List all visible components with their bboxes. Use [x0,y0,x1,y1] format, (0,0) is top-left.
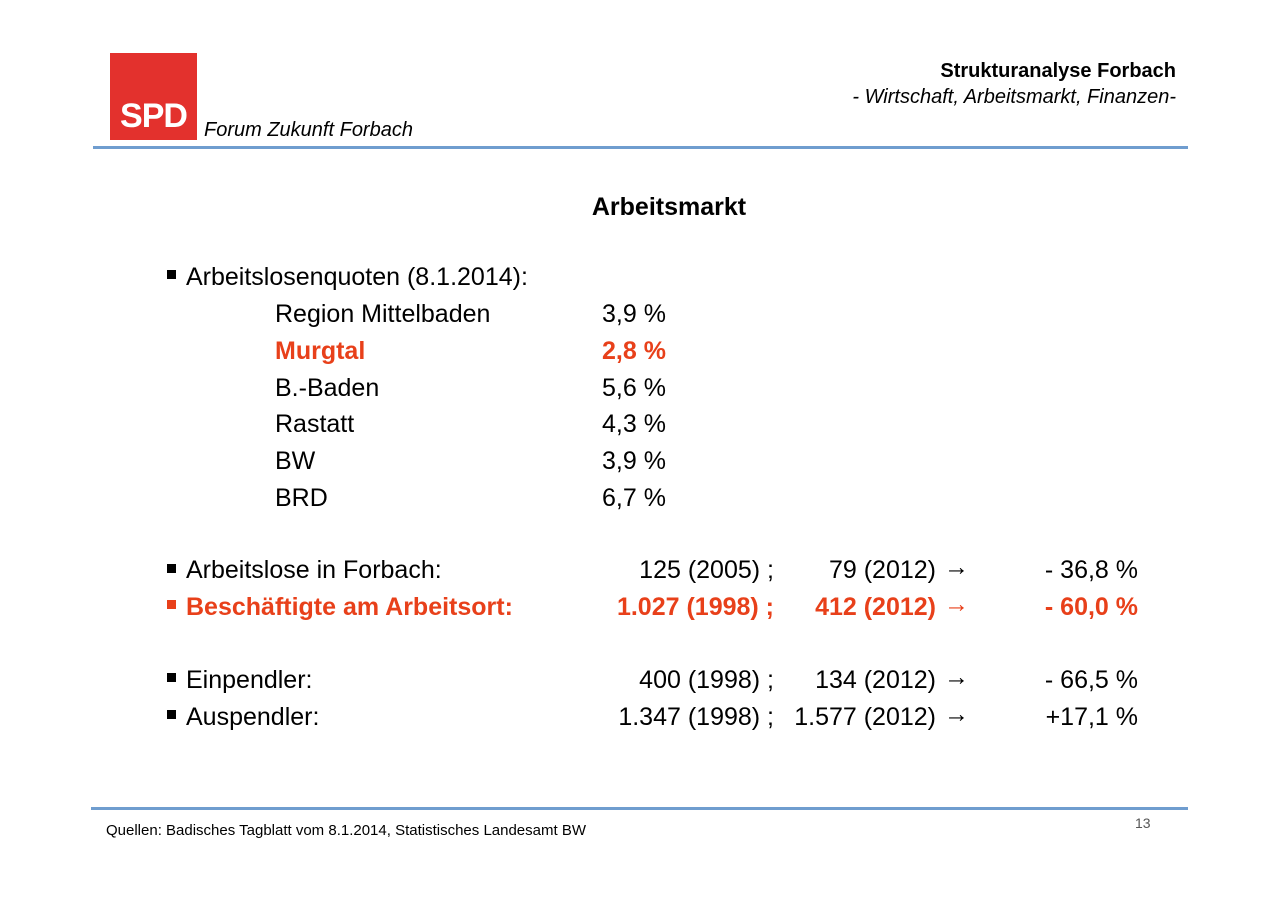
stat-change-highlight: - 60,0 % [1044,593,1138,621]
arrow-right-icon: → [944,663,969,691]
bullet-icon [167,710,176,719]
stat-second: 1.577 (2012) [794,703,936,731]
header-title: Strukturanalyse Forbach [940,60,1176,82]
quote-region: BRD [275,484,328,512]
slide-title: Arbeitsmarkt [591,193,747,221]
footer-source: Quellen: Badisches Tagblatt vom 8.1.2014… [106,822,586,839]
stat-change: +17,1 % [1045,703,1138,731]
quote-value: 5,6 % [602,374,666,402]
bullet-icon [167,673,176,682]
stat-second: 134 (2012) [815,666,936,694]
stat-label: Auspendler: [186,703,320,731]
header-divider [93,146,1188,149]
spd-logo: SPD [110,53,197,140]
stat-second-highlight: 412 (2012) [815,593,936,621]
stat-change: - 36,8 % [1044,556,1138,584]
logo-text: SPD [120,97,188,135]
header-subtitle: - Wirtschaft, Arbeitsmarkt, Finanzen- [852,86,1176,108]
arrow-right-icon: → [944,553,969,581]
page-number: 13 [1135,815,1151,831]
footer-divider [91,807,1188,810]
stat-label: Arbeitslose in Forbach: [186,556,442,584]
header-block: Strukturanalyse Forbach - Wirtschaft, Ar… [852,58,1176,110]
stat-first: 400 (1998) ; [639,666,774,694]
arrow-right-icon: → [944,700,969,728]
stat-first: 125 (2005) ; [639,556,774,584]
quote-region: Region Mittelbaden [275,300,491,328]
forum-subtitle: Forum Zukunft Forbach [204,119,413,141]
quote-heading: Arbeitslosenquoten (8.1.2014): [186,263,528,291]
bullet-icon-highlight [167,600,176,609]
bullet-icon [167,270,176,279]
quote-value-highlight: 2,8 % [602,337,666,365]
stat-change: - 66,5 % [1044,666,1138,694]
arrow-right-icon: → [944,590,969,618]
quote-region: BW [275,447,316,475]
quote-value: 4,3 % [602,410,666,438]
stat-label-highlight: Beschäftigte am Arbeitsort: [186,593,513,621]
bullet-icon [167,564,176,573]
stat-label: Einpendler: [186,666,313,694]
stat-first-highlight: 1.027 (1998) ; [616,593,774,621]
quote-value: 6,7 % [602,484,666,512]
quote-region: Rastatt [275,410,355,438]
quote-region: B.-Baden [275,374,380,402]
stat-second: 79 (2012) [828,556,936,584]
stat-first: 1.347 (1998) ; [618,703,774,731]
quote-value: 3,9 % [602,300,666,328]
quote-value: 3,9 % [602,447,666,475]
quote-region-highlight: Murgtal [275,337,366,365]
